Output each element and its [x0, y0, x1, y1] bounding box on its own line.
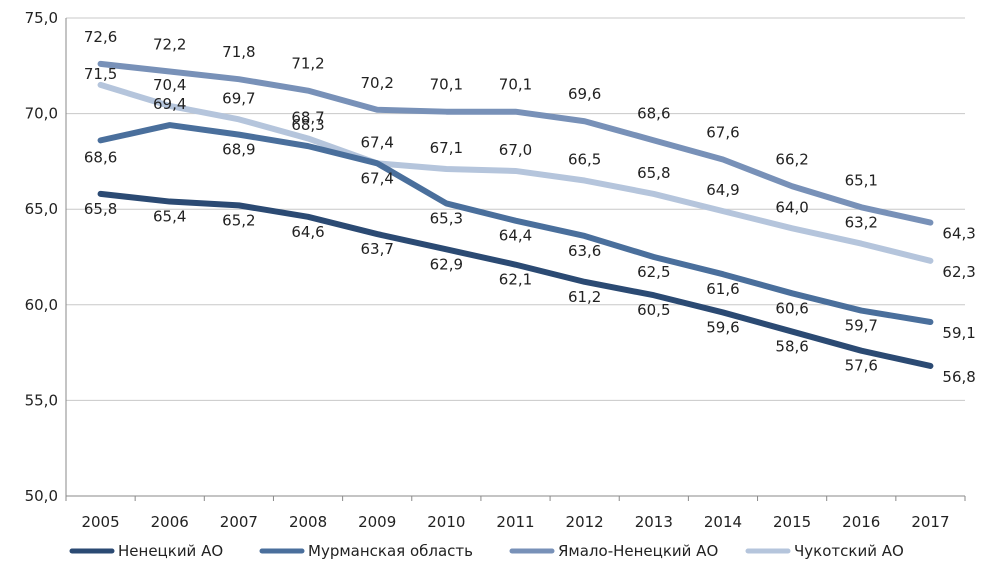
data-label: 70,4 [153, 76, 186, 94]
data-label: 70,2 [360, 74, 393, 92]
data-label: 63,6 [568, 242, 601, 260]
data-label: 62,9 [430, 255, 463, 273]
data-label: 65,3 [430, 209, 463, 227]
x-tick-label: 2017 [911, 513, 949, 531]
data-label: 68,9 [222, 141, 255, 159]
data-label: 71,8 [222, 43, 255, 61]
legend-label: Чукотский АО [794, 542, 904, 560]
data-label: 61,6 [706, 280, 739, 298]
data-label: 65,4 [153, 208, 186, 226]
x-tick-label: 2005 [81, 513, 119, 531]
y-tick-label: 75,0 [25, 9, 58, 27]
x-tick-label: 2013 [635, 513, 673, 531]
data-label: 58,6 [775, 338, 808, 356]
data-label: 66,2 [775, 150, 808, 168]
data-label: 62,1 [499, 271, 532, 289]
data-label: 59,7 [845, 317, 878, 335]
data-label: 65,8 [637, 164, 670, 182]
data-label: 64,6 [291, 223, 324, 241]
data-label: 57,6 [845, 357, 878, 375]
data-label: 60,5 [637, 301, 670, 319]
legend: Ненецкий АО Мурманская область Ямало-Ненец… [69, 542, 904, 560]
series-lines [97, 60, 934, 369]
data-label: 64,4 [499, 227, 532, 245]
y-tick-label: 70,0 [25, 105, 58, 123]
x-tick-label: 2009 [358, 513, 396, 531]
legend-label: Мурманская область [308, 542, 473, 560]
data-label: 65,2 [222, 211, 255, 229]
data-label: 67,0 [499, 141, 532, 159]
x-tick-label: 2006 [151, 513, 189, 531]
data-label: 56,8 [942, 368, 975, 386]
x-tick-label: 2014 [704, 513, 742, 531]
data-label: 69,6 [568, 85, 601, 103]
data-label: 63,7 [360, 240, 393, 258]
y-tick-label: 55,0 [25, 391, 58, 409]
data-label: 71,2 [291, 55, 324, 73]
data-label: 67,4 [360, 133, 393, 151]
y-tick-label: 50,0 [25, 487, 58, 505]
data-label: 68,3 [291, 116, 324, 134]
data-label: 59,1 [942, 324, 975, 342]
data-label: 62,5 [637, 263, 670, 281]
data-label: 72,6 [84, 28, 117, 46]
data-label: 65,8 [84, 200, 117, 218]
data-label: 64,0 [775, 198, 808, 216]
data-label: 60,6 [775, 299, 808, 317]
data-label: 66,5 [568, 151, 601, 169]
series-line-1 [97, 190, 934, 369]
legend-label: Ямало-Ненецкий АО [558, 542, 718, 560]
axes: 50,0 55,0 60,0 65,0 70,0 75,0 2005 2006 2007 2008… [25, 9, 966, 531]
series-line-4 [97, 81, 934, 264]
y-tick-label: 60,0 [25, 296, 58, 314]
data-label: 69,7 [222, 89, 255, 107]
data-labels: 65,8 65,4 65,2 64,6 63,7 62,9 62,1 61,2 60,5 59,6… [84, 28, 976, 386]
data-label: 59,6 [706, 318, 739, 336]
data-label: 64,9 [706, 181, 739, 199]
data-label: 72,2 [153, 36, 186, 54]
y-tick-label: 65,0 [25, 200, 58, 218]
data-label: 61,2 [568, 288, 601, 306]
legend-label: Ненецкий АО [118, 542, 223, 560]
x-tick-label: 2007 [220, 513, 258, 531]
data-label: 70,1 [499, 76, 532, 94]
data-label: 70,1 [430, 76, 463, 94]
data-label: 63,2 [845, 214, 878, 232]
data-label: 71,5 [84, 65, 117, 83]
series-line-2 [97, 122, 934, 326]
data-label: 67,6 [706, 123, 739, 141]
data-label: 68,7 [291, 108, 324, 126]
data-label: 65,1 [845, 171, 878, 189]
x-tick-label: 2012 [566, 513, 604, 531]
data-label: 68,6 [637, 104, 670, 122]
series-line-3 [97, 60, 934, 226]
data-label: 69,4 [153, 95, 186, 113]
data-label: 62,3 [942, 263, 975, 281]
x-tick-label: 2015 [773, 513, 811, 531]
data-label: 64,3 [942, 225, 975, 243]
data-label: 67,1 [430, 139, 463, 157]
x-tick-label: 2010 [427, 513, 465, 531]
data-label: 67,4 [360, 169, 393, 187]
x-tick-label: 2016 [842, 513, 880, 531]
data-label: 68,6 [84, 148, 117, 166]
x-tick-label: 2011 [496, 513, 534, 531]
x-tick-label: 2008 [289, 513, 327, 531]
